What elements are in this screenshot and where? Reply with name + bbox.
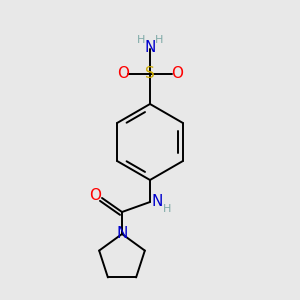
Text: N: N xyxy=(116,226,128,242)
Text: O: O xyxy=(89,188,101,202)
Text: N: N xyxy=(144,40,156,56)
Text: O: O xyxy=(171,67,183,82)
Text: H: H xyxy=(137,35,145,45)
Text: O: O xyxy=(117,67,129,82)
Text: S: S xyxy=(145,67,155,82)
Text: N: N xyxy=(151,194,163,209)
Text: H: H xyxy=(163,204,171,214)
Text: H: H xyxy=(155,35,163,45)
